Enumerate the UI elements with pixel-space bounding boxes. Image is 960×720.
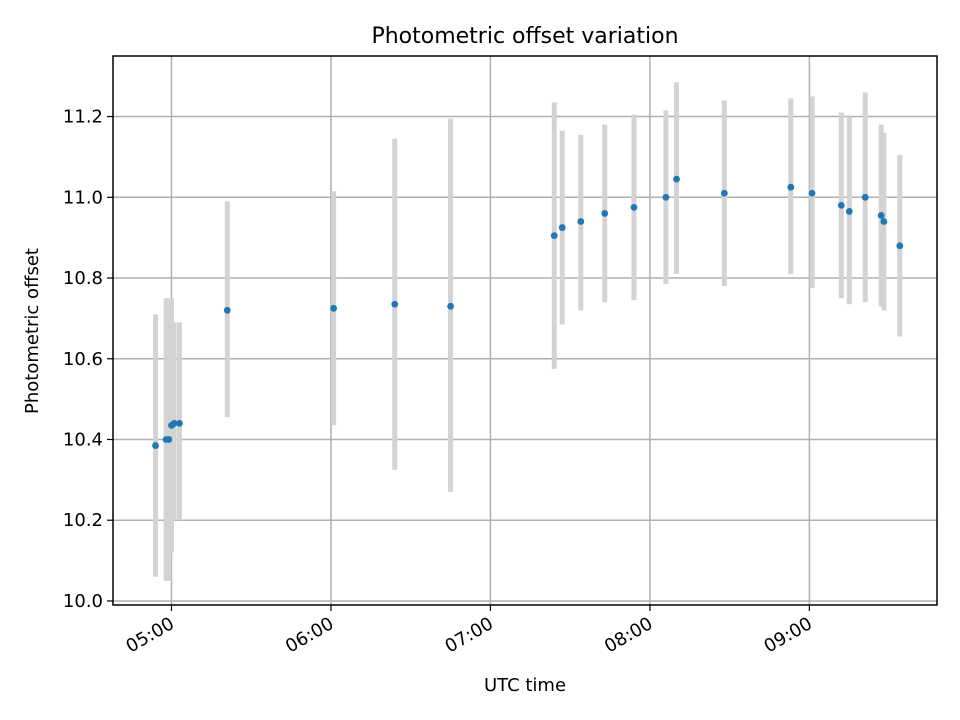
data-point <box>861 193 869 201</box>
data-point <box>223 306 231 314</box>
x-axis-label: UTC time <box>484 675 566 696</box>
data-point <box>787 183 795 191</box>
data-point <box>662 193 670 201</box>
chart-title: Photometric offset variation <box>371 24 678 49</box>
data-point <box>845 208 853 215</box>
y-tick-label: 10.2 <box>63 510 103 531</box>
data-point <box>170 419 178 427</box>
y-tick-label: 11.2 <box>63 107 103 128</box>
data-point <box>152 442 159 449</box>
data-point <box>577 218 585 225</box>
data-point <box>673 175 680 183</box>
y-tick-label: 10.4 <box>63 429 103 450</box>
data-point <box>837 201 845 209</box>
y-tick-label: 11.0 <box>63 187 103 208</box>
data-point <box>880 218 888 225</box>
data-point <box>630 203 638 211</box>
data-point <box>176 419 183 427</box>
data-point <box>447 302 454 310</box>
data-point <box>720 189 728 197</box>
data-points <box>152 175 904 449</box>
data-point <box>601 210 609 217</box>
data-point <box>165 436 173 443</box>
plot-frame <box>112 55 938 606</box>
data-point <box>550 232 558 240</box>
data-point <box>877 212 885 219</box>
data-point <box>330 304 338 312</box>
data-point <box>558 224 566 231</box>
y-tick-label: 10.0 <box>63 591 103 612</box>
y-tick-label: 10.8 <box>63 268 103 289</box>
data-point <box>896 242 904 250</box>
y-tick-label: 10.6 <box>63 349 103 370</box>
data-point <box>391 300 399 308</box>
y-axis-label: Photometric offset <box>22 248 43 414</box>
data-point <box>808 189 816 197</box>
grid <box>113 56 937 605</box>
